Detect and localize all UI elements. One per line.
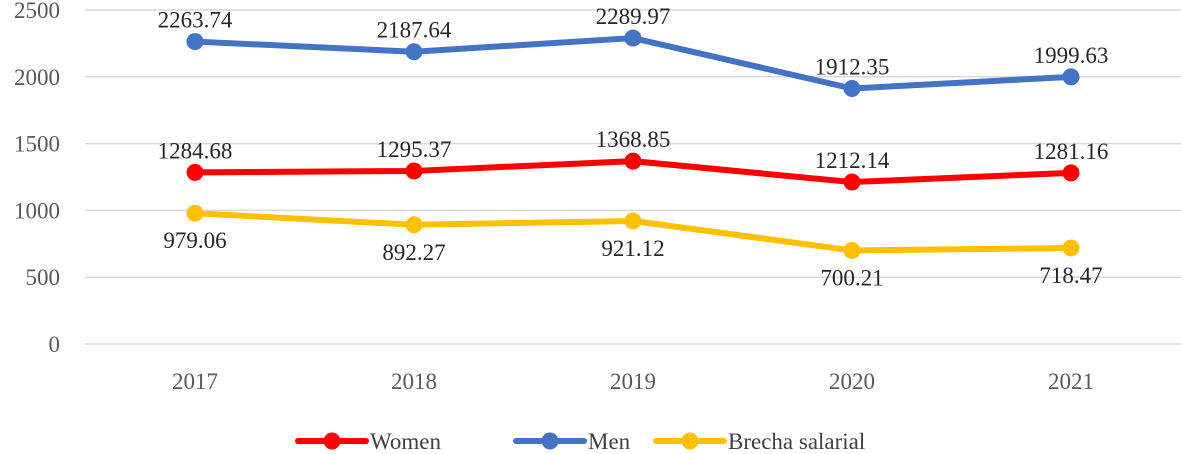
y-tick-label: 500 bbox=[26, 265, 61, 290]
data-point-brecha-salarial bbox=[405, 216, 423, 234]
data-point-men bbox=[624, 29, 642, 47]
x-tick-label: 2018 bbox=[391, 369, 437, 394]
data-label-men: 1912.35 bbox=[815, 55, 890, 80]
x-tick-label: 2021 bbox=[1048, 369, 1094, 394]
data-label-brecha-salarial: 892.27 bbox=[382, 240, 445, 265]
data-point-women bbox=[1062, 164, 1080, 182]
data-point-brecha-salarial bbox=[1062, 239, 1080, 257]
x-tick-label: 2020 bbox=[829, 369, 875, 394]
data-point-men bbox=[843, 80, 861, 98]
data-label-women: 1284.68 bbox=[158, 138, 233, 163]
y-axis: 0 500 1000 1500 2000 2500 bbox=[14, 0, 60, 357]
y-tick-label: 1000 bbox=[14, 198, 60, 223]
data-label-men: 2263.74 bbox=[158, 8, 233, 33]
legend-item-men: Men bbox=[513, 429, 631, 454]
data-point-women bbox=[624, 152, 642, 170]
x-tick-label: 2017 bbox=[172, 369, 218, 394]
legend-swatch-marker bbox=[681, 432, 699, 450]
data-label-brecha-salarial: 718.47 bbox=[1039, 263, 1102, 288]
data-point-women bbox=[405, 162, 423, 180]
data-label-brecha-salarial: 700.21 bbox=[820, 265, 883, 290]
data-point-women bbox=[843, 173, 861, 191]
data-label-brecha-salarial: 921.12 bbox=[601, 236, 664, 261]
data-label-women: 1368.85 bbox=[596, 127, 671, 152]
data-point-men bbox=[405, 43, 423, 61]
legend-swatch-marker bbox=[541, 432, 559, 450]
legend-item-women: Women bbox=[295, 429, 441, 454]
y-tick-label: 2000 bbox=[14, 65, 60, 90]
data-label-women: 1212.14 bbox=[815, 148, 890, 173]
y-tick-label: 0 bbox=[49, 332, 61, 357]
data-labels: 1284.68 1295.37 1368.85 1212.14 1281.16 2263.… bbox=[158, 4, 1109, 290]
series-layer bbox=[186, 29, 1080, 259]
legend-label: Men bbox=[588, 429, 631, 454]
series-men bbox=[186, 29, 1080, 98]
data-point-brecha-salarial bbox=[186, 204, 204, 222]
y-tick-label: 1500 bbox=[14, 132, 60, 157]
gridlines bbox=[85, 9, 1181, 345]
series-women bbox=[186, 152, 1080, 191]
legend-label: Women bbox=[370, 429, 441, 454]
legend-item-brecha-salarial: Brecha salarial bbox=[653, 429, 865, 454]
legend-label: Brecha salarial bbox=[728, 429, 865, 454]
data-label-women: 1281.16 bbox=[1034, 139, 1109, 164]
legend-swatch-marker bbox=[323, 432, 341, 450]
x-axis: 2017 2018 2019 2020 2021 bbox=[172, 369, 1094, 394]
data-label-brecha-salarial: 979.06 bbox=[163, 228, 226, 253]
data-point-men bbox=[1062, 68, 1080, 86]
data-label-women: 1295.37 bbox=[377, 137, 452, 162]
x-tick-label: 2019 bbox=[610, 369, 656, 394]
data-point-men bbox=[186, 33, 204, 51]
data-point-women bbox=[186, 163, 204, 181]
series-brecha-salarial bbox=[186, 204, 1080, 259]
y-tick-label: 2500 bbox=[14, 0, 60, 23]
data-point-brecha-salarial bbox=[843, 241, 861, 259]
legend: Women Men Brecha salarial bbox=[295, 429, 865, 454]
data-point-brecha-salarial bbox=[624, 212, 642, 230]
data-label-men: 2289.97 bbox=[596, 4, 671, 29]
data-label-men: 1999.63 bbox=[1034, 43, 1109, 68]
data-label-men: 2187.64 bbox=[377, 18, 452, 43]
